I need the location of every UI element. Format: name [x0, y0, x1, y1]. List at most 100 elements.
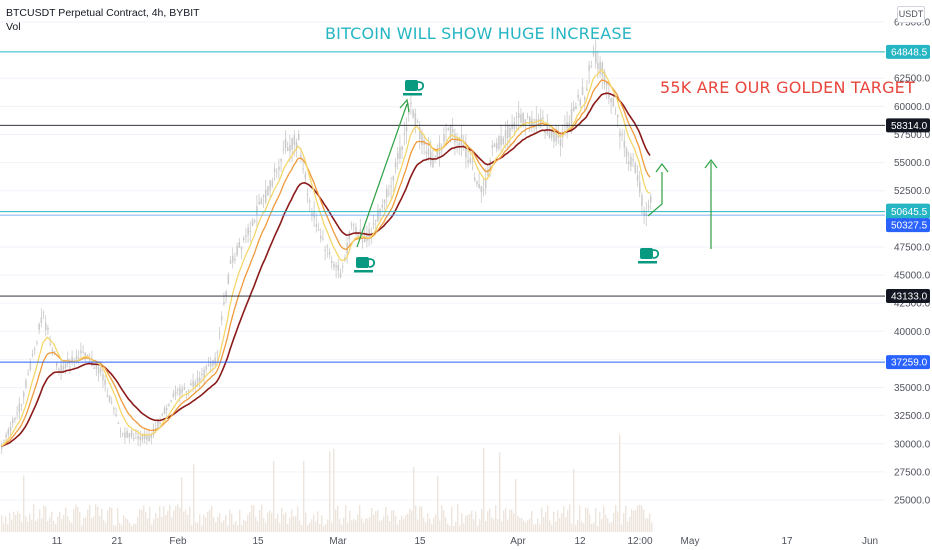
candle-body	[405, 126, 408, 132]
volume-bar	[273, 461, 275, 532]
candle-body	[192, 380, 194, 387]
candle-body	[298, 134, 300, 140]
time-tick-label: May	[681, 536, 700, 547]
volume-legend[interactable]: Vol	[6, 21, 21, 33]
candle-body	[254, 220, 256, 222]
volume-bar	[607, 518, 609, 532]
candle-body	[328, 252, 331, 255]
volume-bar	[365, 518, 367, 532]
volume-bar	[245, 520, 247, 532]
candle-body	[447, 128, 450, 130]
candle-body	[632, 158, 634, 161]
volume-bar	[85, 517, 87, 532]
volume-bar	[283, 514, 285, 532]
volume-bar	[379, 520, 381, 532]
candle-body	[256, 206, 258, 216]
price-axis[interactable]: 25000.027500.030000.032500.035000.037500…	[885, 0, 932, 550]
candle-body	[53, 350, 56, 352]
candle-body	[45, 322, 47, 330]
candle-body	[401, 146, 403, 150]
candle-body	[119, 431, 122, 433]
candle-body	[177, 389, 179, 391]
candle-body	[647, 205, 650, 208]
candle-body	[60, 364, 62, 374]
volume-bar	[387, 515, 389, 532]
candle-body	[595, 52, 597, 64]
candle-body	[135, 432, 137, 434]
annotation-target[interactable]: 55K ARE OUR GOLDEN TARGET	[660, 78, 915, 97]
time-axis[interactable]: 11 21 Feb 15 Mar 15 Apr 12 12:00 May 17 Jun	[0, 532, 932, 550]
trend-drawings[interactable]	[354, 80, 718, 273]
volume-bar	[587, 508, 589, 532]
candle-body	[350, 224, 353, 226]
candle-body	[7, 429, 10, 436]
candle-body	[18, 403, 21, 412]
volume-bar	[469, 513, 471, 532]
level-tag: 58314.0	[891, 121, 928, 132]
volume-bar	[257, 521, 259, 532]
volume-bar	[333, 448, 335, 532]
volume-bar	[307, 524, 309, 532]
candle-body	[628, 161, 630, 165]
volume-bar	[15, 515, 17, 532]
horizontal-levels[interactable]	[0, 51, 885, 363]
symbol-title[interactable]: BTCUSDT Perpetual Contract, 4h, BYBIT	[6, 7, 200, 19]
candle-body	[590, 66, 593, 68]
price-tick-label: 57500.0	[894, 130, 931, 141]
candle-body	[245, 235, 247, 237]
chart-header: BTCUSDT Perpetual Contract, 4h, BYBIT Vo…	[6, 6, 200, 34]
candle-body	[559, 139, 562, 146]
annotation-title[interactable]: BITCOIN WILL SHOW HUGE INCREASE	[325, 24, 633, 43]
volume-bar	[293, 516, 295, 532]
volume-bar	[215, 522, 217, 532]
volume-bar	[299, 520, 301, 532]
candle-body	[221, 316, 223, 321]
volume-bar	[131, 525, 133, 532]
volume-bar	[517, 515, 519, 532]
volume-bar	[433, 517, 435, 532]
volume-bar	[77, 507, 79, 532]
volume-bar	[485, 520, 487, 532]
candle-body	[476, 181, 478, 185]
volume-bar	[315, 521, 317, 532]
candle-body	[27, 372, 29, 374]
candle-body	[181, 389, 183, 393]
volume-bar	[421, 506, 423, 532]
candle-body	[443, 134, 445, 142]
volume-bar	[323, 525, 325, 532]
candle-body	[243, 237, 245, 241]
volume-bar	[621, 524, 623, 532]
candle-body	[403, 133, 406, 135]
candle-body	[416, 120, 419, 122]
volume-bar	[629, 516, 631, 532]
volume-bar	[59, 511, 61, 532]
volume-bar	[163, 506, 165, 532]
candle-body	[579, 99, 582, 106]
volume-bar	[63, 515, 65, 532]
candle-body	[93, 367, 95, 369]
candle-body	[570, 108, 573, 124]
price-tick-label: 55000.0	[894, 158, 931, 169]
target-arrow-line	[647, 172, 663, 217]
candle-body	[240, 246, 243, 249]
volume-bar	[343, 517, 345, 532]
ema-mid-line	[0, 79, 651, 447]
volume-bar	[231, 513, 233, 532]
volume-bar	[331, 522, 333, 532]
candle-body	[636, 175, 639, 181]
candle-body	[625, 148, 628, 157]
volume-bar	[211, 506, 213, 532]
volume-bar	[129, 522, 131, 532]
volume-bar	[613, 512, 615, 532]
currency-label[interactable]: USDT	[897, 6, 925, 23]
volume-bar	[461, 513, 463, 532]
last-price-value: 50645.5	[891, 207, 928, 218]
volume-bar	[295, 516, 297, 532]
volume-bar	[27, 521, 29, 532]
candle-body	[427, 149, 430, 156]
candle-body	[130, 430, 133, 437]
volume-bar	[575, 524, 577, 532]
time-tick-label: 12	[574, 536, 586, 547]
candle-body	[390, 186, 392, 188]
